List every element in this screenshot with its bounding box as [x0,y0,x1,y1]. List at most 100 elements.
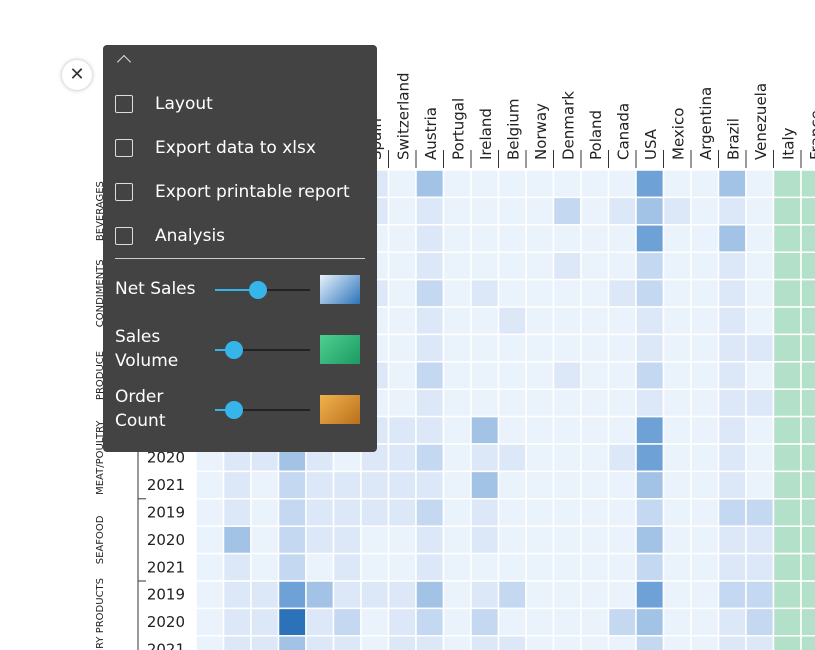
menu-item[interactable]: Analysis [155,226,226,246]
heatmap-cell [745,635,775,650]
heatmap-cell [607,580,637,610]
row-year: 2020 [147,613,185,631]
heatmap-cell [387,470,417,500]
heatmap-cell [552,470,582,500]
slider-track [215,401,310,419]
heatmap-cell [415,388,445,418]
heatmap-cell [497,306,527,336]
heatmap-cell [387,552,417,582]
heatmap-cell [662,443,692,473]
heatmap-cell [552,415,582,445]
heatmap-cell [635,169,665,199]
heatmap-cell [635,635,665,650]
heatmap-cell [635,388,665,418]
heatmap-cell [635,470,665,500]
heatmap-cell [552,635,582,650]
heatmap-cell [580,306,610,336]
heatmap-cell [415,306,445,336]
heatmap-cell [415,278,445,308]
heatmap-cell [387,361,417,390]
heatmap-cell [552,333,582,363]
heatmap-cell [717,251,747,281]
heatmap-cell [717,635,747,650]
heatmap-cell [745,552,775,582]
heatmap-cell [305,607,335,637]
heatmap-cell [800,552,815,582]
heatmap-cell [525,196,555,226]
heatmap-cell [360,525,390,555]
heatmap-cell [607,498,637,527]
heatmap-cell [387,498,417,527]
heatmap-cell [415,498,445,527]
heatmap-cell [387,443,417,473]
slider-knob[interactable] [225,341,243,359]
color-swatch [320,335,360,364]
heatmap-cell [470,498,500,527]
heatmap-cell [662,251,692,281]
heatmap-cell [607,388,637,418]
heatmap-cell [635,607,665,637]
heatmap-cell [635,498,665,527]
slider-label: Net Sales [115,279,196,299]
heatmap-cell [607,169,637,199]
heatmap-cell [305,552,335,582]
heatmap-cell [442,169,472,199]
collapse-icon[interactable] [116,54,132,70]
heatmap-cell [525,224,555,253]
heatmap-cell [635,443,665,473]
heatmap-cell [690,470,720,500]
column-label: Argentina [697,87,715,160]
heatmap-cell [717,224,747,253]
heatmap-cell [552,306,582,336]
row-year: 2021 [147,558,185,576]
menu-item[interactable]: Export data to xlsx [155,138,316,158]
heatmap-cell [800,498,815,527]
menu-item[interactable]: Layout [155,94,213,114]
heatmap-cell [442,251,472,281]
heatmap-cell [772,196,802,226]
heatmap-cell [717,607,747,637]
heatmap-cell [580,278,610,308]
heatmap-cell [497,388,527,418]
heatmap-cell [360,635,390,650]
close-button[interactable]: ✕ [62,60,92,90]
heatmap-cell [607,552,637,582]
heatmap-cell [772,580,802,610]
heatmap-cell [635,525,665,555]
heatmap-cell [470,580,500,610]
heatmap-cell [690,169,720,199]
heatmap-cell [415,552,445,582]
heatmap-cell [387,415,417,445]
heatmap-cell [690,635,720,650]
heatmap-cell [800,306,815,336]
heatmap-cell [387,251,417,281]
menu-item[interactable]: Export printable report [155,182,350,202]
heatmap-cell [497,443,527,473]
heatmap-cell [690,361,720,390]
heatmap-cell [470,306,500,336]
slider-knob[interactable] [225,401,243,419]
column-label: Switzerland [394,73,412,161]
heatmap-cell [772,635,802,650]
heatmap-cell [607,635,637,650]
heatmap-cell [690,498,720,527]
row-year: 2020 [147,531,185,549]
slider-knob[interactable] [248,281,267,299]
heatmap-cell [580,580,610,610]
heatmap-cell [415,361,445,390]
heatmap-cell [442,306,472,336]
heatmap-cell [415,443,445,473]
heatmap-cell [525,388,555,418]
heatmap-cell [305,470,335,500]
heatmap-cell [580,415,610,445]
heatmap-cell [662,580,692,610]
heatmap-cell [800,525,815,555]
heatmap-cell [332,635,362,650]
heatmap-cell [442,196,472,226]
heatmap-cell [662,470,692,500]
heatmap-cell [360,607,390,637]
row-year: 2021 [147,641,185,650]
heatmap-cell [635,196,665,226]
heatmap-cell [745,196,775,226]
heatmap-cell [250,607,280,637]
